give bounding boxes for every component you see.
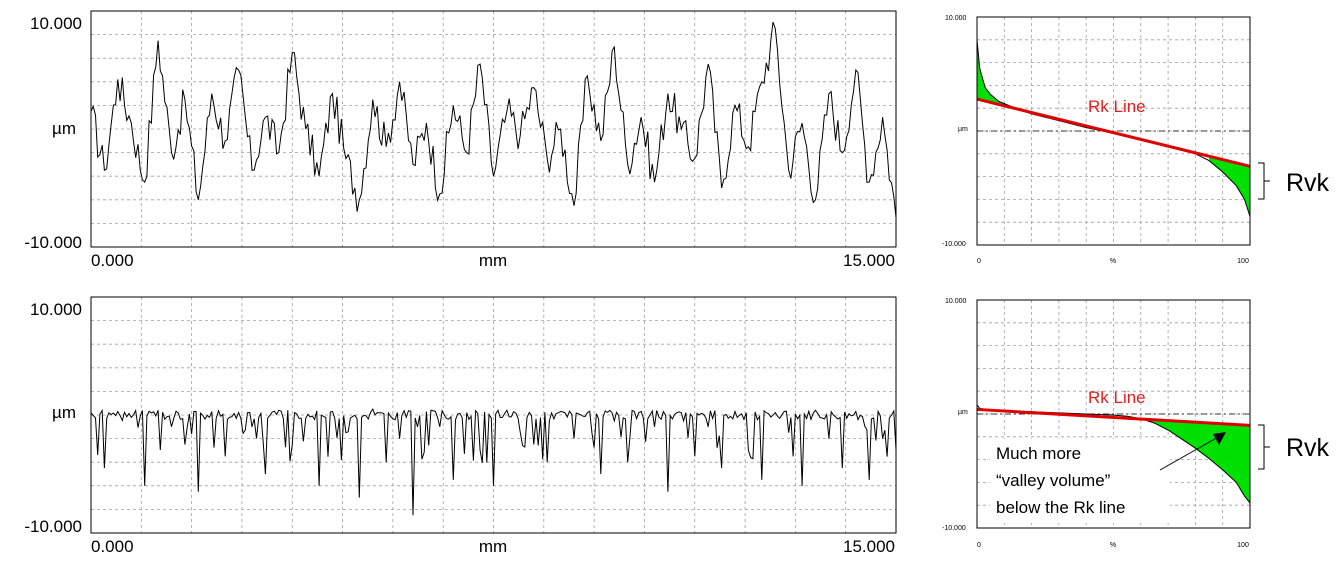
bottom-profile-y-max-label: 10.000: [30, 300, 82, 319]
bottom-profile-frame: [90, 296, 897, 534]
bottom-abbott-note-line-3: below the Rk line: [996, 498, 1125, 517]
bottom-profile-line: [90, 408, 897, 516]
bottom-profile-x-unit-label: mm: [479, 537, 507, 556]
bottom-abbott-rvk-bracket: [1258, 424, 1270, 470]
bottom-profile-y-unit-label: µm: [52, 403, 76, 422]
top-profile-line: [90, 21, 897, 218]
bottom-abbott-y-max-label: 10.000: [945, 298, 967, 305]
bottom-abbott-panel: 10.000 µm -10.000 0 % 100 Rk Line Rvk Mu…: [942, 298, 1330, 549]
top-abbott-panel: 10.000 µm -10.000 0 % 100 Rk Line Rvk: [942, 15, 1330, 265]
top-abbott-x-max-label: 100: [1237, 258, 1249, 265]
bottom-abbott-rk-line-label: Rk Line: [1088, 388, 1146, 407]
top-abbott-valley-fill: [1209, 156, 1250, 217]
top-abbott-rvk-label: Rvk: [1286, 169, 1330, 197]
top-profile-frame: [90, 10, 897, 248]
bottom-abbott-x-unit-label: %: [1110, 542, 1116, 549]
top-abbott-y-min-label: -10.000: [942, 241, 966, 248]
bottom-profile-x-max-label: 15.000: [843, 537, 895, 556]
top-profile-y-unit-label: µm: [52, 119, 76, 138]
bottom-abbott-x-max-label: 100: [1237, 542, 1249, 549]
top-abbott-rvk-bracket: [1258, 162, 1270, 200]
bottom-abbott-valley-fill: [1146, 419, 1250, 503]
bottom-abbott-x-min-label: 0: [977, 542, 981, 549]
bottom-profile-panel: 10.000 µm -10.000 0.000 mm 15.000: [24, 296, 897, 556]
top-abbott-x-unit-label: %: [1110, 258, 1116, 265]
top-abbott-rk-line: [976, 97, 1251, 168]
top-profile-grid: [91, 11, 896, 247]
top-abbott-peak-fill: [977, 39, 1010, 108]
bottom-abbott-y-min-label: -10.000: [942, 525, 966, 532]
bottom-abbott-note-line-1: Much more: [996, 444, 1081, 463]
bottom-abbott-frame: [976, 299, 1251, 529]
top-profile-y-max-label: 10.000: [30, 14, 82, 33]
top-abbott-y-unit-label: µm: [958, 126, 968, 133]
top-profile-panel: 10.000 µm -10.000 0.000 mm 15.000: [24, 10, 897, 270]
bottom-profile-x-min-label: 0.000: [91, 537, 134, 556]
top-profile-x-max-label: 15.000: [843, 251, 895, 270]
bottom-abbott-rk-line: [976, 407, 1251, 427]
top-abbott-x-min-label: 0: [977, 258, 981, 265]
bottom-abbott-rvk-label: Rvk: [1286, 434, 1330, 462]
bottom-abbott-note-arrow-line: [1159, 435, 1221, 471]
bottom-abbott-note-line-2: “valley volume”: [996, 471, 1111, 490]
top-profile-y-min-label: -10.000: [24, 233, 82, 252]
bottom-abbott-note-arrowhead: [1213, 432, 1226, 445]
top-profile-x-unit-label: mm: [479, 251, 507, 270]
top-abbott-rk-line-label: Rk Line: [1088, 97, 1146, 116]
top-abbott-y-max-label: 10.000: [945, 15, 967, 22]
bottom-abbott-note-background: [990, 439, 1170, 523]
bottom-profile-y-min-label: -10.000: [24, 517, 82, 536]
top-profile-x-min-label: 0.000: [91, 251, 134, 270]
bottom-abbott-y-unit-label: µm: [958, 409, 968, 416]
top-abbott-frame: [976, 16, 1251, 246]
